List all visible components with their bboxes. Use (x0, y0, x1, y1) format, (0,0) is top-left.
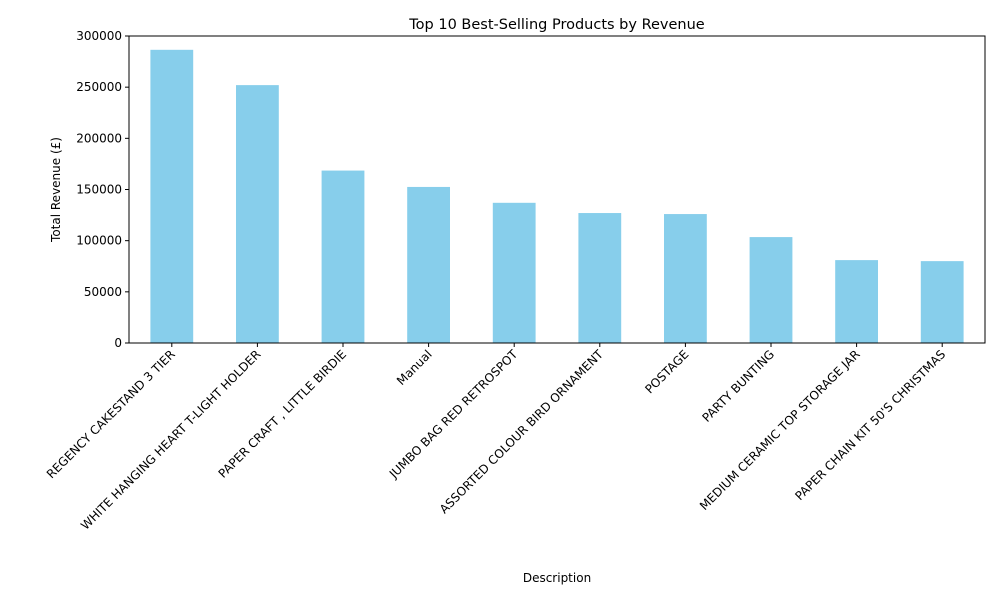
x-axis-label: Description (523, 571, 591, 585)
y-tick-label-4: 150000 (76, 183, 122, 197)
x-tick-label-10: PAPER CHAIN KIT 50'S CHRISTMAS (792, 347, 948, 503)
y-tick-label-5: 200000 (76, 131, 122, 145)
x-tick-label-6: ASSORTED COLOUR BIRD ORNAMENT (437, 347, 607, 517)
x-tick-label-2: WHITE HANGING HEART T-LIGHT HOLDER (78, 347, 263, 532)
y-tick-label-2: 50000 (84, 285, 122, 299)
plot-frame (128, 35, 986, 344)
bar-10 (920, 261, 964, 343)
bar-9 (835, 260, 878, 343)
x-tick-label-7: POSTAGE (642, 347, 691, 396)
bar-2 (236, 85, 279, 344)
y-tick-label-7: 300000 (76, 29, 122, 43)
y-axis: 0 50000 100000 150000 200000 250000 300000 (76, 29, 129, 350)
bar-7 (664, 214, 707, 343)
bar-6 (578, 213, 622, 343)
x-tick-label-9: MEDIUM CERAMIC TOP STORAGE JAR (697, 347, 863, 513)
y-axis-label: Total Revenue (£) (49, 137, 63, 243)
chart-title: Top 10 Best-Selling Products by Revenue (408, 17, 705, 33)
y-tick-label-6: 250000 (76, 80, 122, 94)
bar-3 (321, 170, 365, 343)
bar-4 (407, 186, 450, 343)
y-tick-label-1: 0 (114, 336, 122, 350)
x-tick-label-8: PARTY BUNTING (700, 347, 778, 425)
x-tick-label-4: Manual (394, 347, 435, 388)
y-tick-label-3: 100000 (76, 234, 122, 248)
bar-8 (749, 237, 793, 343)
bars-group (150, 49, 964, 344)
bar-1 (150, 49, 194, 343)
bar-5 (492, 202, 536, 343)
